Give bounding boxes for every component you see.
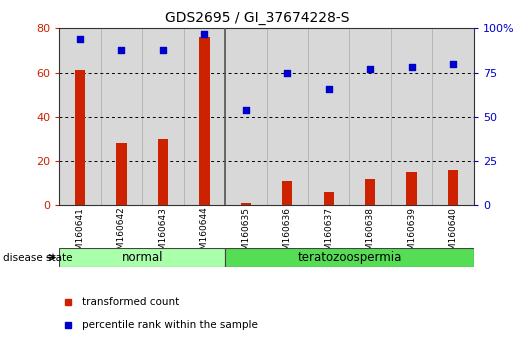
Text: transformed count: transformed count bbox=[82, 297, 179, 307]
Text: disease state: disease state bbox=[3, 252, 72, 263]
Bar bbox=[349, 28, 391, 205]
Bar bbox=[59, 28, 100, 205]
Bar bbox=[406, 172, 417, 205]
Bar bbox=[158, 139, 168, 205]
Text: normal: normal bbox=[122, 251, 163, 264]
Bar bbox=[75, 70, 85, 205]
Bar bbox=[323, 192, 334, 205]
Point bbox=[366, 66, 374, 72]
Bar bbox=[432, 28, 474, 205]
Point bbox=[324, 86, 333, 91]
Point bbox=[242, 107, 250, 113]
Bar bbox=[225, 28, 267, 205]
Point bbox=[200, 31, 209, 36]
Bar bbox=[282, 181, 293, 205]
Bar bbox=[365, 179, 375, 205]
Bar bbox=[183, 28, 225, 205]
Bar bbox=[266, 28, 308, 205]
Bar bbox=[241, 203, 251, 205]
Point bbox=[407, 64, 416, 70]
Point bbox=[117, 47, 126, 52]
Bar bbox=[100, 28, 142, 205]
Bar bbox=[116, 143, 127, 205]
Point bbox=[449, 61, 457, 67]
Bar bbox=[448, 170, 458, 205]
Bar bbox=[199, 37, 210, 205]
Text: teratozoospermia: teratozoospermia bbox=[297, 251, 402, 264]
Bar bbox=[59, 248, 225, 267]
Bar bbox=[142, 28, 183, 205]
Point bbox=[76, 36, 84, 42]
Point bbox=[159, 47, 167, 52]
Text: GDS2695 / GI_37674228-S: GDS2695 / GI_37674228-S bbox=[165, 11, 350, 25]
Bar bbox=[225, 248, 474, 267]
Bar bbox=[308, 28, 349, 205]
Text: percentile rank within the sample: percentile rank within the sample bbox=[82, 320, 258, 330]
Bar bbox=[391, 28, 432, 205]
Point bbox=[283, 70, 291, 75]
